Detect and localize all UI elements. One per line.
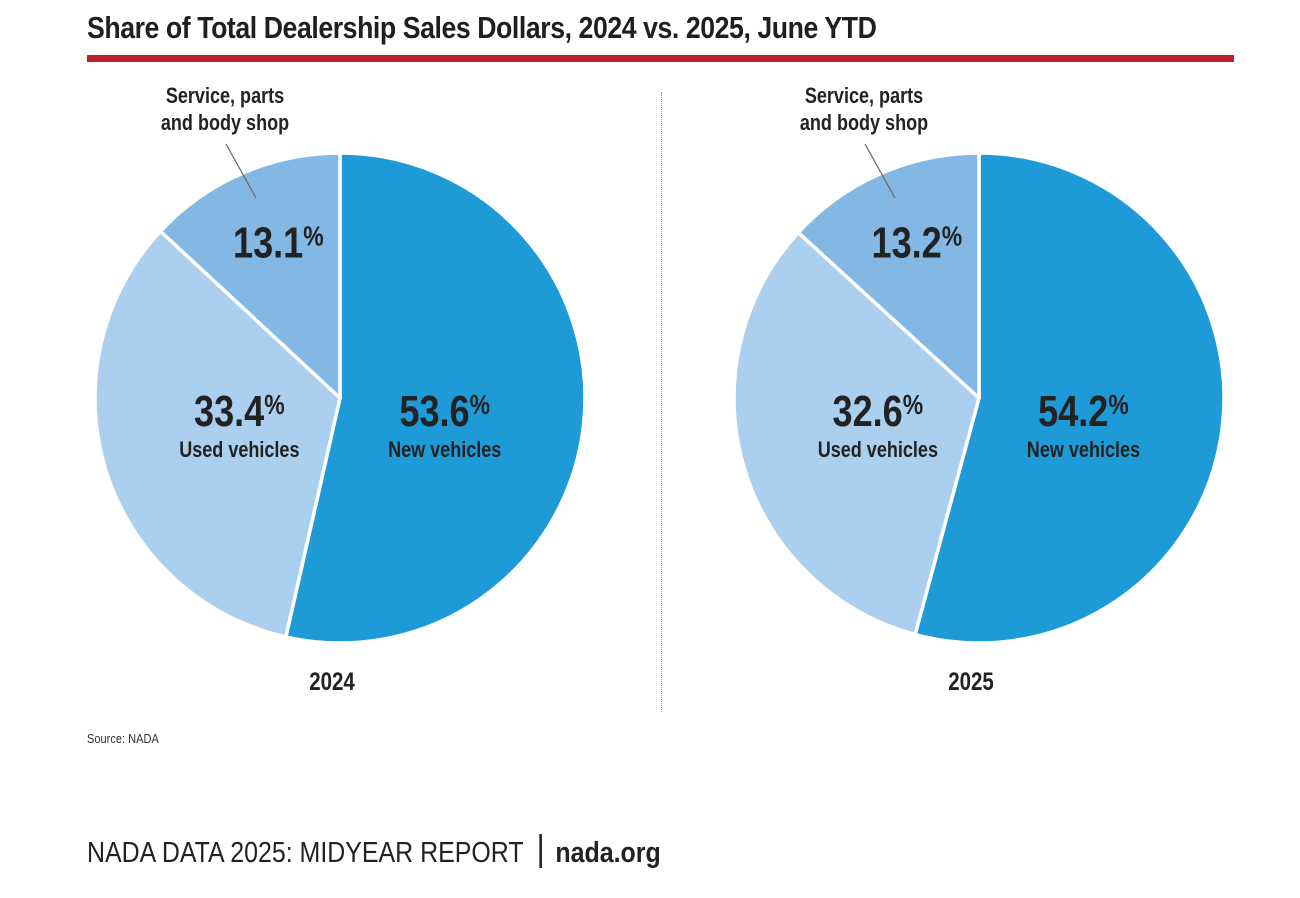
value-number: 32.6 (833, 387, 903, 436)
category-label-service-parts-2025-line1: Service, parts (805, 84, 923, 108)
category-label-new-vehicles-2024: New vehicles (388, 438, 501, 462)
leader-line-2025 (864, 143, 896, 199)
pie-slice-used-vehicles-2024 (93, 229, 342, 639)
data-label-service-parts-2024: 13.1% (233, 218, 324, 267)
percent-sign: % (303, 221, 324, 252)
leader-line-2024 (225, 143, 257, 199)
year-label-2025: 2025 (948, 667, 994, 695)
category-label-new-vehicles-2025: New vehicles (1027, 438, 1140, 462)
pie-slice-new-vehicles-2025 (913, 151, 1226, 645)
data-label-new-vehicles-2025: 54.2% (1038, 387, 1129, 436)
category-label-used-vehicles-2025: Used vehicles (818, 438, 938, 462)
title-accent-rule (87, 55, 1234, 62)
data-label-service-parts-2025: 13.2% (872, 218, 963, 267)
footer-separator (539, 834, 542, 868)
pie-slice-new-vehicles-2024 (284, 151, 587, 645)
percent-sign: % (1108, 390, 1129, 421)
category-label-used-vehicles-2024: Used vehicles (179, 438, 299, 462)
source-note: Source: NADA (87, 731, 159, 746)
percent-sign: % (264, 390, 285, 421)
value-number: 53.6 (399, 387, 469, 436)
value-number: 54.2 (1038, 387, 1108, 436)
value-number: 13.2 (872, 218, 942, 267)
percent-sign: % (903, 390, 924, 421)
category-label-service-parts-2024-line2: and body shop (161, 111, 289, 135)
pie-slice-service-parts-2025 (796, 151, 981, 400)
footer: NADA DATA 2025: MIDYEAR REPORT nada.org (87, 834, 661, 870)
value-number: 13.1 (233, 218, 303, 267)
percent-sign: % (470, 390, 491, 421)
footer-report-title: NADA DATA 2025: MIDYEAR REPORT (87, 837, 524, 869)
pie-slice-used-vehicles-2025 (732, 230, 981, 637)
footer-site-link[interactable]: nada.org (555, 837, 661, 869)
data-label-used-vehicles-2024: 33.4% (194, 387, 285, 436)
value-number: 33.4 (194, 387, 265, 436)
percent-sign: % (942, 222, 963, 253)
chart-title: Share of Total Dealership Sales Dollars,… (87, 10, 877, 45)
category-label-service-parts-2024-line1: Service, parts (166, 84, 284, 108)
category-label-service-parts-2025-line2: and body shop (800, 111, 928, 135)
year-label-2024: 2024 (309, 667, 355, 695)
chart-divider (661, 92, 662, 712)
data-label-used-vehicles-2025: 32.6% (833, 387, 924, 436)
data-label-new-vehicles-2024: 53.6% (399, 387, 490, 436)
